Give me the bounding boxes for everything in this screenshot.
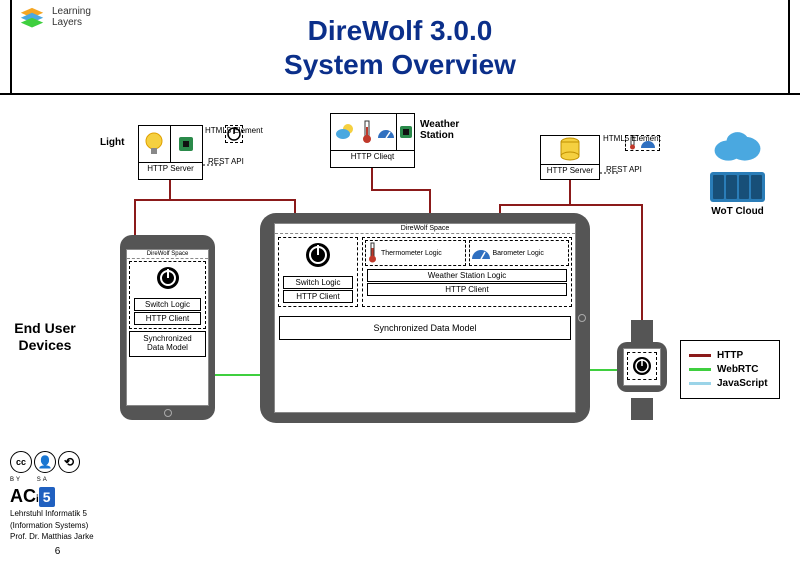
right-server-box: HTTP Server: [540, 135, 600, 180]
light-box: HTTP Server: [138, 125, 203, 180]
right-http-server: HTTP Server: [541, 164, 599, 176]
logo-text-2: Layers: [52, 17, 91, 28]
phone-sync: Synchronized Data Model: [129, 331, 206, 357]
slide-title: DireWolf 3.0.0 System Overview: [12, 0, 788, 81]
chip-icon: [175, 133, 197, 155]
legend-javascript: JavaScript: [689, 378, 771, 389]
tablet-device: DireWolf Space Switch Logic HTTP Client: [260, 213, 590, 423]
phone-home-button: [164, 409, 172, 417]
weather-station-box: HTTP Clieqt: [330, 113, 415, 168]
diagram-canvas: Light HTTP Server HTML5 Element REST API…: [0, 95, 800, 565]
header-inner: Learning Layers DireWolf 3.0.0 System Ov…: [10, 0, 790, 95]
legend-http: HTTP: [689, 350, 771, 361]
servers-icon: [710, 172, 765, 202]
html5-element-label-1: HTML5 Element: [205, 127, 263, 135]
chip-icon: [398, 124, 414, 140]
gauge-icon: [471, 244, 491, 262]
rest-api-label-2: REST API: [606, 165, 642, 174]
html5-element-label-2: HTML5 Element: [603, 135, 661, 143]
gauge-icon: [376, 122, 396, 142]
rest-api-label-1: REST API: [208, 157, 244, 166]
watch-device: [615, 320, 670, 420]
thermometer-icon: [360, 119, 374, 145]
tablet-thermometer-logic: Thermometer Logic: [381, 250, 442, 257]
phone-device: DireWolf Space Switch Logic HTTP Client …: [120, 235, 215, 420]
legend-webrtc: WebRTC: [689, 364, 771, 375]
tablet-home-button: [578, 314, 586, 322]
thermometer-icon: [367, 242, 379, 264]
learning-layers-logo: Learning Layers: [18, 5, 91, 29]
phone-screen: DireWolf Space Switch Logic HTTP Client …: [126, 249, 209, 406]
tablet-switch-http-client: HTTP Client: [283, 290, 353, 303]
power-icon: [631, 355, 653, 377]
weather-http-client: HTTP Clieqt: [331, 150, 414, 162]
watch-screen: [623, 348, 661, 386]
tablet-switch-logic: Switch Logic: [283, 276, 353, 289]
tablet-barometer-logic: Barometer Logic: [493, 250, 544, 257]
logo-text-1: Learning: [52, 6, 91, 17]
tablet-weather-http-client: HTTP Client: [367, 283, 567, 296]
weather-icon: [334, 121, 356, 143]
light-http-server: HTTP Server: [139, 162, 202, 174]
cloud-icon: [710, 125, 765, 165]
phone-switch-logic: Switch Logic: [134, 298, 201, 311]
title-line-1: DireWolf 3.0.0: [12, 14, 788, 48]
slide-header: Learning Layers DireWolf 3.0.0 System Ov…: [0, 0, 800, 95]
lightbulb-icon: [143, 130, 165, 158]
legend: HTTP WebRTC JavaScript: [680, 340, 780, 399]
tablet-weather-station-logic: Weather Station Logic: [367, 269, 567, 282]
phone-http-client: HTTP Client: [134, 312, 201, 325]
tablet-screen: DireWolf Space Switch Logic HTTP Client: [274, 223, 576, 413]
phone-direwolf-space: DireWolf Space: [127, 250, 208, 259]
database-icon: [559, 137, 581, 163]
light-label: Light: [100, 137, 124, 148]
tablet-sync: Synchronized Data Model: [279, 316, 571, 340]
power-icon: [154, 264, 182, 292]
power-icon: [303, 240, 333, 270]
tablet-direwolf-space: DireWolf Space: [275, 224, 575, 234]
weather-station-label: Weather Station: [420, 119, 470, 141]
title-line-2: System Overview: [12, 48, 788, 82]
wot-cloud: WoT Cloud: [710, 125, 765, 217]
wot-cloud-label: WoT Cloud: [710, 206, 765, 217]
layers-icon: [18, 5, 46, 29]
